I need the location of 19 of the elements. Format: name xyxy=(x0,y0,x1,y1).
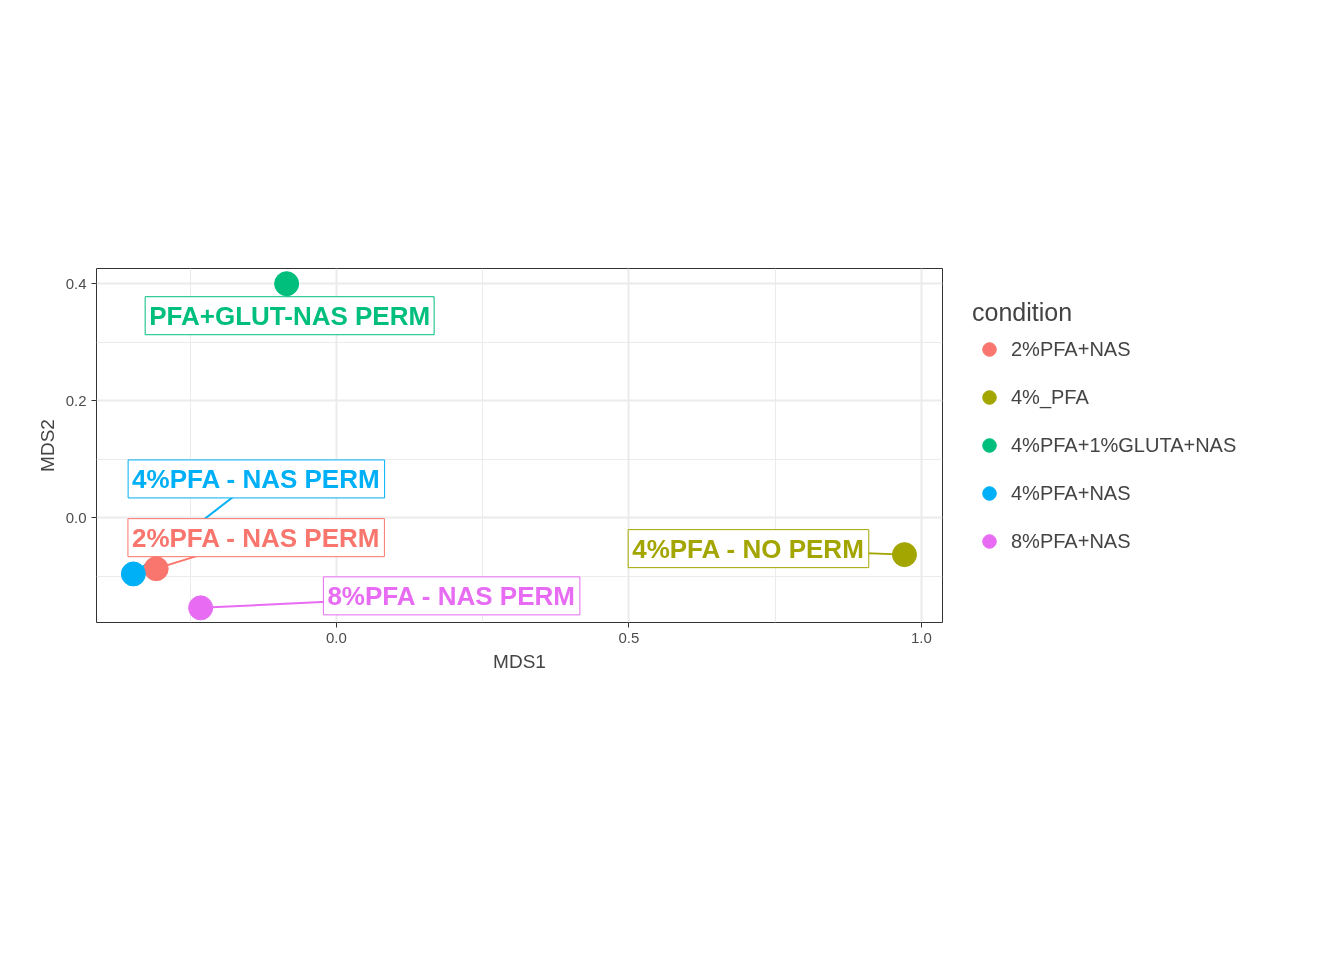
annotation: 4%PFA - NAS PERM xyxy=(132,463,380,494)
annotation: 4%PFA - NO PERM xyxy=(632,533,864,564)
x-tick-label: 0.5 xyxy=(618,628,640,646)
legend-label: 8%PFA+NAS xyxy=(1011,529,1131,553)
x-axis-title: MDS1 xyxy=(493,650,546,672)
annotation: 8%PFA - NAS PERM xyxy=(327,580,575,611)
y-tick-label: 0.2 xyxy=(65,391,87,409)
x-tick-label: 0.0 xyxy=(325,628,347,646)
legend-label: 2%PFA+NAS xyxy=(1011,337,1131,361)
y-tick-label: 0.4 xyxy=(65,274,87,292)
annotation: PFA+GLUT-NAS PERM xyxy=(149,300,431,331)
legend-label: 4%PFA+NAS xyxy=(1011,481,1131,505)
y-tick-label: 0.0 xyxy=(65,508,87,526)
legend-label: 4%PFA+1%GLUTA+NAS xyxy=(1011,433,1237,457)
annotation: 2%PFA - NAS PERM xyxy=(131,522,380,553)
legend-label: 4%_PFA xyxy=(1011,385,1089,409)
y-axis-title: MDS2 xyxy=(36,419,58,472)
legend-title: condition xyxy=(972,298,1074,327)
x-tick-label: 1.0 xyxy=(911,628,932,646)
